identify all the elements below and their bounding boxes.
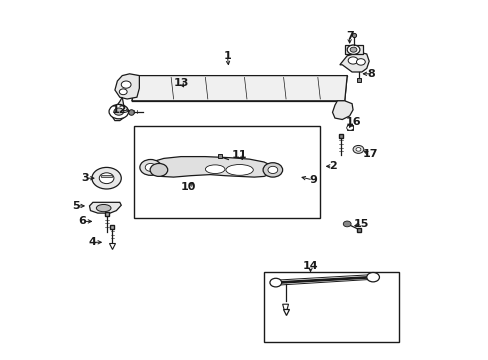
Circle shape — [343, 221, 350, 227]
Text: 16: 16 — [345, 117, 360, 127]
Circle shape — [263, 163, 282, 177]
Circle shape — [346, 125, 353, 130]
Polygon shape — [149, 157, 273, 177]
Circle shape — [99, 173, 114, 184]
Text: 6: 6 — [78, 216, 86, 226]
Bar — [134, 126, 320, 218]
Text: 12: 12 — [112, 105, 127, 115]
Bar — [264, 272, 398, 342]
Circle shape — [109, 104, 128, 119]
Text: 13: 13 — [173, 78, 188, 88]
Circle shape — [267, 166, 277, 174]
Circle shape — [121, 81, 131, 88]
Text: 7: 7 — [345, 31, 353, 41]
Polygon shape — [132, 76, 346, 101]
Text: 11: 11 — [231, 150, 247, 160]
Polygon shape — [282, 304, 288, 310]
Text: 15: 15 — [353, 219, 369, 229]
Ellipse shape — [96, 204, 111, 212]
Text: 8: 8 — [367, 69, 375, 79]
Circle shape — [150, 163, 167, 176]
Circle shape — [145, 163, 156, 171]
Text: 17: 17 — [362, 149, 377, 159]
Circle shape — [356, 59, 365, 65]
Polygon shape — [112, 97, 125, 121]
Polygon shape — [89, 202, 121, 213]
Circle shape — [347, 57, 357, 64]
Text: 3: 3 — [81, 173, 89, 183]
Text: 14: 14 — [302, 261, 318, 271]
Polygon shape — [115, 74, 139, 99]
Ellipse shape — [205, 165, 224, 174]
Circle shape — [140, 159, 161, 175]
Text: 2: 2 — [328, 161, 336, 171]
Circle shape — [352, 145, 363, 153]
Polygon shape — [332, 101, 352, 120]
Polygon shape — [339, 52, 368, 72]
Text: 5: 5 — [72, 201, 80, 211]
Circle shape — [349, 47, 356, 52]
Circle shape — [346, 45, 359, 54]
Polygon shape — [344, 45, 362, 54]
Polygon shape — [346, 125, 352, 130]
Circle shape — [114, 108, 123, 115]
Text: 9: 9 — [308, 175, 316, 185]
Text: 4: 4 — [89, 237, 97, 247]
Polygon shape — [101, 175, 112, 177]
Circle shape — [355, 148, 360, 151]
Circle shape — [366, 273, 379, 282]
Circle shape — [119, 89, 127, 95]
Circle shape — [269, 278, 281, 287]
Circle shape — [92, 167, 121, 189]
Text: 1: 1 — [223, 51, 231, 61]
Ellipse shape — [225, 165, 253, 175]
Text: 10: 10 — [180, 182, 196, 192]
